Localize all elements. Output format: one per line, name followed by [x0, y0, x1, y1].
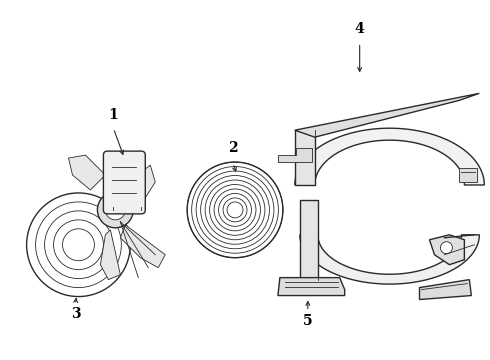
Circle shape: [105, 200, 125, 220]
Polygon shape: [295, 128, 484, 185]
Polygon shape: [295, 93, 479, 137]
Polygon shape: [125, 165, 155, 200]
Polygon shape: [419, 280, 471, 300]
Polygon shape: [429, 235, 465, 265]
Text: 1: 1: [108, 108, 118, 122]
Polygon shape: [121, 225, 165, 268]
Text: 3: 3: [71, 307, 80, 321]
Polygon shape: [460, 168, 477, 182]
Polygon shape: [278, 278, 345, 296]
FancyBboxPatch shape: [103, 151, 145, 214]
Polygon shape: [69, 155, 105, 190]
Polygon shape: [300, 200, 318, 280]
Text: 5: 5: [303, 314, 313, 328]
Polygon shape: [100, 230, 121, 280]
Polygon shape: [278, 148, 312, 162]
Circle shape: [441, 242, 452, 254]
Circle shape: [98, 192, 133, 228]
Text: 4: 4: [355, 22, 365, 36]
Text: 2: 2: [228, 141, 238, 155]
Polygon shape: [295, 130, 315, 185]
Circle shape: [227, 202, 243, 218]
Polygon shape: [300, 235, 479, 284]
